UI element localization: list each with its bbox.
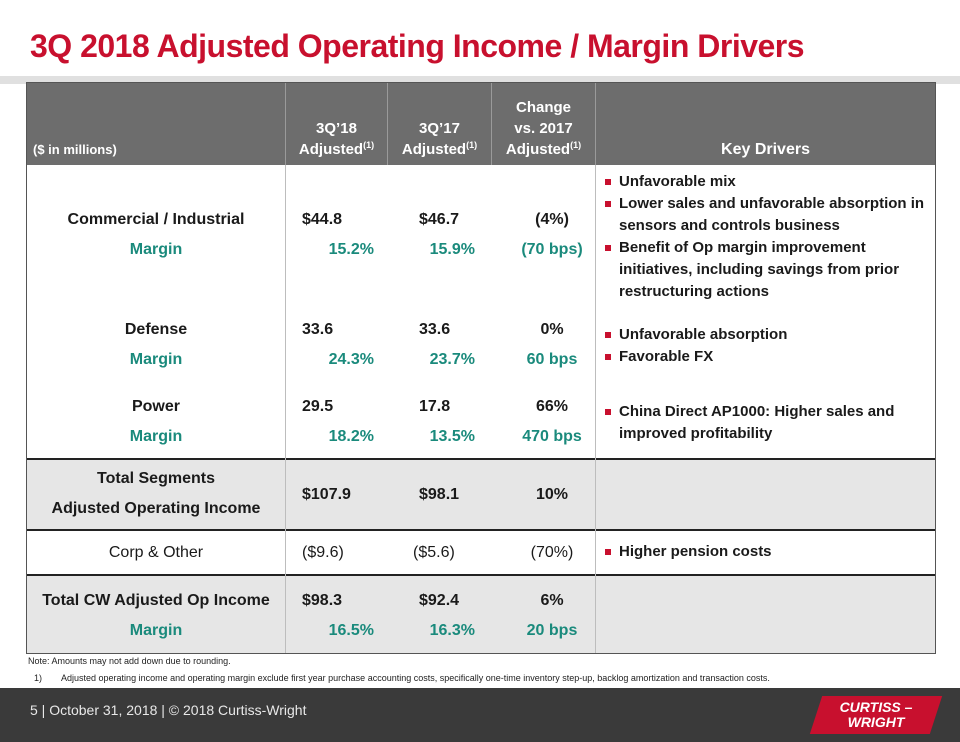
defense-margin18: 24.3% <box>328 351 374 368</box>
total-cw-margin18: 16.5% <box>328 622 374 639</box>
logo-line-2: WRIGHT <box>847 714 905 730</box>
footnote: 1) Adjusted operating income and operati… <box>34 673 770 683</box>
segment-name-power: Power <box>131 398 180 415</box>
power-margin17: 13.5% <box>429 428 475 445</box>
commercial-margin18: 15.2% <box>328 241 374 258</box>
commercial-q17: $46.7 <box>419 211 460 228</box>
col-drivers-header: Key Drivers <box>595 83 935 165</box>
total-segments-change: 10% <box>535 486 569 503</box>
driver-item: Favorable FX <box>605 346 930 368</box>
driver-item: Unfavorable absorption <box>605 324 930 346</box>
rounding-note: Note: Amounts may not add down due to ro… <box>28 656 231 666</box>
row-divider <box>27 574 935 576</box>
power-drivers: China Direct AP1000: Higher sales and im… <box>605 401 930 445</box>
footer-text: 5 | October 31, 2018 | © 2018 Curtiss-Wr… <box>30 702 307 718</box>
defense-q18: 33.6 <box>302 321 334 338</box>
col-change-header: Change vs. 2017 Adjusted(1) <box>491 83 595 165</box>
corp-q18: ($9.6) <box>302 544 344 561</box>
defense-drivers: Unfavorable absorption Favorable FX <box>605 324 930 368</box>
title-divider <box>0 76 960 84</box>
power-q18: 29.5 <box>302 398 334 415</box>
commercial-drivers: Unfavorable mix Lower sales and unfavora… <box>605 171 930 303</box>
total-cw-margin17: 16.3% <box>429 622 475 639</box>
defense-q17: 33.6 <box>419 321 451 338</box>
row-divider <box>27 458 935 460</box>
commercial-margin17: 15.9% <box>429 241 475 258</box>
drivers-table: ($ in millions) 3Q’18 Adjusted(1) 3Q’17 Ad… <box>26 82 936 654</box>
driver-item: Unfavorable mix <box>605 171 930 193</box>
commercial-margin-change: (70 bps) <box>521 241 583 258</box>
total-cw-margin-change: 20 bps <box>526 622 578 639</box>
curtiss-wright-logo: CURTISS – WRIGHT <box>809 696 943 734</box>
page-title: 3Q 2018 Adjusted Operating Income / Marg… <box>30 28 805 64</box>
segment-name-defense: Defense <box>124 321 188 338</box>
total-cw-q18: $98.3 <box>302 592 343 609</box>
footer-bar: 5 | October 31, 2018 | © 2018 Curtiss-Wr… <box>0 688 960 742</box>
total-cw-q17: $92.4 <box>419 592 460 609</box>
total-cw-margin-label: Margin <box>129 622 183 639</box>
total-cw-change: 6% <box>540 592 564 609</box>
corp-change: (70%) <box>530 544 574 561</box>
power-q17: 17.8 <box>419 398 451 415</box>
corp-drivers: Higher pension costs <box>605 541 930 563</box>
corp-label: Corp & Other <box>108 544 204 561</box>
column-divider <box>595 165 596 653</box>
commercial-change: (4%) <box>535 211 569 228</box>
col-3q17-header: 3Q’17 Adjusted(1) <box>387 83 491 165</box>
power-margin-label: Margin <box>129 428 183 445</box>
total-cw-label: Total CW Adjusted Op Income <box>42 592 270 609</box>
footnote-text: Adjusted operating income and operating … <box>61 673 770 683</box>
total-segments-band <box>27 460 935 529</box>
commercial-q18: $44.8 <box>302 211 343 228</box>
corp-q17: ($5.6) <box>413 544 455 561</box>
defense-change: 0% <box>540 321 564 338</box>
total-segments-q18: $107.9 <box>302 486 351 503</box>
defense-margin-label: Margin <box>129 351 183 368</box>
total-segments-q17: $98.1 <box>419 486 460 503</box>
driver-item: Lower sales and unfavorable absorption i… <box>605 193 930 237</box>
segment-name-commercial: Commercial / Industrial <box>67 211 245 228</box>
power-change: 66% <box>535 398 569 415</box>
footnote-number: 1) <box>34 673 43 683</box>
driver-item: Benefit of Op margin improvement initiat… <box>605 237 930 303</box>
logo-line-1: CURTISS – <box>839 699 913 715</box>
power-margin-change: 470 bps <box>522 428 582 445</box>
row-divider <box>27 529 935 531</box>
units-header: ($ in millions) <box>33 142 117 157</box>
power-margin18: 18.2% <box>328 428 374 445</box>
total-segments-label-1: Total Segments <box>97 470 215 487</box>
defense-margin-change: 60 bps <box>526 351 578 368</box>
total-cw-band <box>27 576 935 653</box>
column-divider <box>285 165 286 653</box>
total-segments-label-2: Adjusted Operating Income <box>51 500 261 517</box>
driver-item: China Direct AP1000: Higher sales and im… <box>605 401 930 445</box>
defense-margin17: 23.7% <box>429 351 475 368</box>
commercial-margin-label: Margin <box>129 241 183 258</box>
table-header: ($ in millions) 3Q’18 Adjusted(1) 3Q’17 Ad… <box>27 83 935 165</box>
col-3q18-header: 3Q’18 Adjusted(1) <box>285 83 387 165</box>
driver-item: Higher pension costs <box>605 541 930 563</box>
